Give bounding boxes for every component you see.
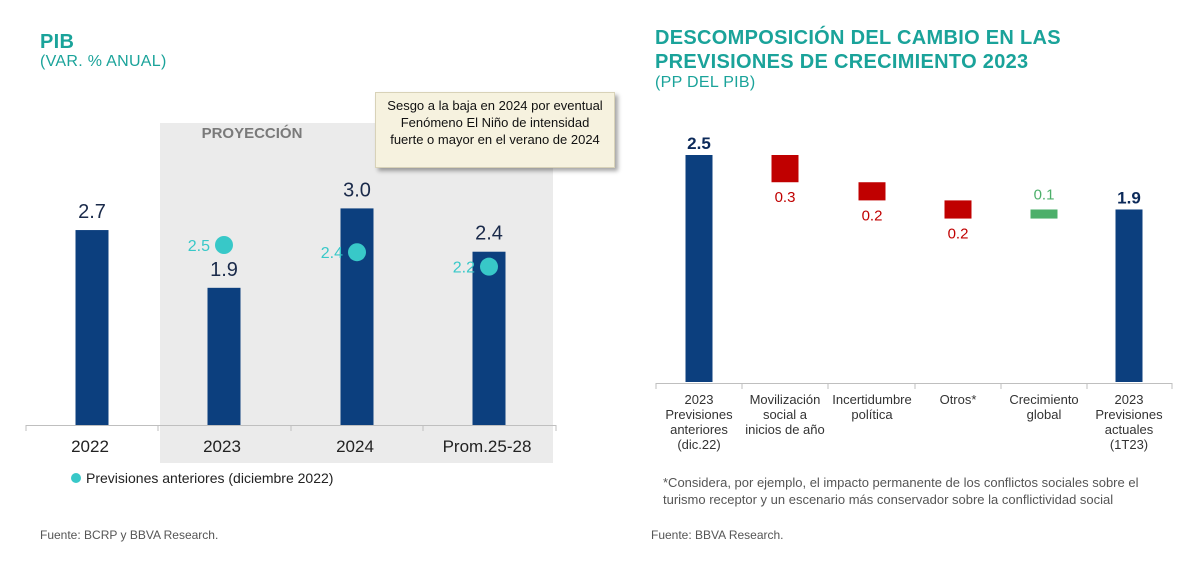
left-source: Fuente: BCRP y BBVA Research. [40, 528, 219, 542]
x-tick-label: 2022 [71, 437, 109, 456]
gdp-bar [75, 230, 109, 425]
legend-dot-icon [71, 473, 81, 483]
downside-bias-callout: Sesgo a la baja en 2024 por eventual Fen… [375, 92, 615, 168]
x-tick-label: 2023 [203, 437, 241, 456]
gdp-bar [340, 208, 374, 425]
gdp-bar [207, 287, 241, 425]
previous-forecast-label: 2.4 [321, 245, 343, 262]
waterfall-title-line1: DESCOMPOSICIÓN DEL CAMBIO EN LAS [655, 27, 1061, 49]
previous-forecast-point [215, 236, 233, 254]
gdp-bar-value-label: 3.0 [343, 179, 371, 201]
legend-label: Previsiones anteriores (diciembre 2022) [86, 470, 333, 486]
gdp-bar-value-label: 2.7 [78, 201, 106, 223]
gdp-bar-value-label: 1.9 [210, 259, 238, 281]
waterfall-subtitle: (PP DEL PIB) [655, 74, 756, 91]
previous-forecast-point [480, 257, 498, 276]
previous-forecast-point [348, 243, 366, 262]
gdp-bar [472, 251, 506, 425]
pib-chart-subtitle: (VAR. % ANUAL) [40, 53, 167, 70]
waterfall-title-line2: PREVISIONES DE CRECIMIENTO 2023 [655, 51, 1029, 73]
footnote: *Considera, por ejemplo, el impacto perm… [663, 475, 1139, 507]
gdp-bar-value-label: 2.4 [475, 223, 503, 245]
projection-label: PROYECCIÓN [202, 124, 303, 142]
previous-forecast-label: 2.2 [453, 260, 475, 277]
x-tick-label: 2024 [336, 437, 374, 456]
pib-chart-title: PIB [40, 31, 75, 53]
x-tick-label: Prom.25-28 [443, 437, 532, 456]
previous-forecast-label: 2.5 [188, 238, 210, 255]
right-source: Fuente: BBVA Research. [651, 528, 784, 542]
